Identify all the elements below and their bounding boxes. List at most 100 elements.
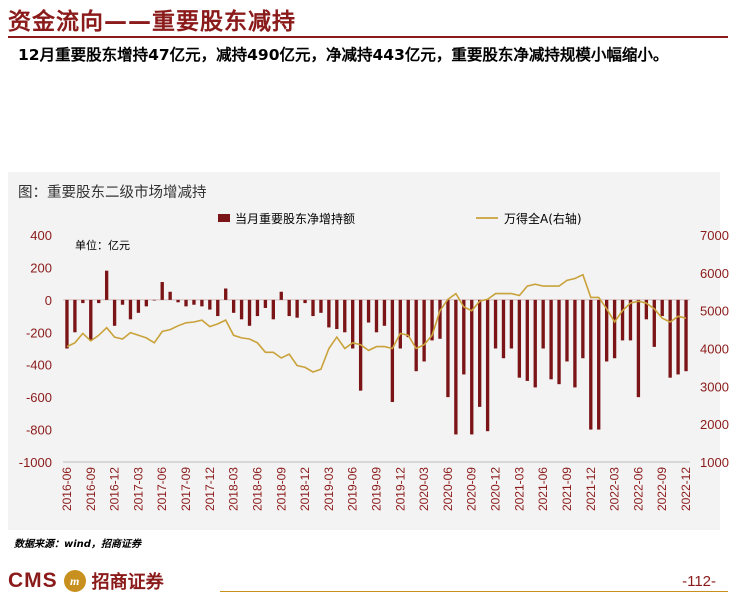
summary-text: 12月重要股东增持47亿元，减持490亿元，净减持443亿元，重要股东净减持规模… [18, 46, 669, 64]
bar [200, 299, 204, 307]
bar [319, 299, 323, 313]
x-axis-tick-label: 2016-12 [108, 467, 122, 511]
cms-logo-text: CMS [8, 569, 58, 592]
bar [184, 299, 188, 307]
bar [390, 299, 395, 403]
bar [160, 282, 164, 300]
bar [335, 299, 339, 330]
bar [65, 299, 69, 349]
bar [422, 299, 426, 362]
page-number: -112- [682, 573, 716, 590]
series-line [66, 273, 687, 373]
right-axis-tick-label: 2000 [700, 417, 729, 432]
x-axis-tick-label: 2022-06 [631, 467, 645, 511]
bar [581, 299, 585, 359]
bar [557, 299, 561, 385]
bar [351, 299, 355, 349]
bar [247, 299, 252, 326]
x-axis-tick-label: 2020-09 [465, 467, 479, 511]
footer-divider [220, 591, 728, 592]
x-axis-tick-label: 2018-12 [298, 467, 312, 511]
left-axis-tick-label: 0 [45, 293, 52, 308]
page-title: 资金流向——重要股东减持 [8, 9, 296, 35]
legend-label: 当月重要股东净增持额 [235, 211, 355, 226]
bar [231, 299, 236, 313]
right-axis-tick-label: 1000 [700, 455, 729, 470]
bar [533, 299, 537, 388]
bar [398, 299, 402, 349]
bar [81, 299, 85, 304]
left-axis-tick-label: -1000 [19, 455, 52, 470]
x-axis-tick-label: 2019-12 [393, 467, 407, 511]
bar [470, 299, 474, 435]
bar [382, 299, 387, 326]
bar [168, 291, 172, 300]
x-axis-tick-label: 2016-09 [84, 467, 98, 511]
bar [438, 299, 442, 339]
bar [279, 291, 283, 300]
bar [152, 299, 156, 301]
bar [303, 299, 307, 304]
bar [684, 299, 688, 372]
bar [263, 299, 268, 308]
bar [120, 299, 125, 305]
bar [501, 299, 506, 359]
left-axis-tick-label: -800 [26, 423, 52, 438]
bar [565, 299, 569, 362]
right-axis-tick-label: 5000 [700, 304, 729, 319]
bar [612, 299, 617, 359]
bar [541, 299, 545, 349]
x-axis-tick-label: 2018-09 [274, 467, 288, 511]
bar [97, 299, 101, 304]
bar [485, 299, 490, 432]
x-axis-tick-label: 2017-06 [155, 467, 169, 511]
bar [493, 299, 498, 349]
bar [73, 299, 77, 333]
bar [660, 299, 664, 317]
x-axis-tick-label: 2020-06 [441, 467, 455, 511]
left-axis-tick-label: 400 [30, 228, 52, 243]
left-axis-tick-label: -400 [26, 358, 52, 373]
bar [446, 299, 450, 398]
bar [216, 299, 220, 317]
x-axis-tick-label: 2021-06 [536, 467, 550, 511]
x-axis-tick-label: 2020-12 [489, 467, 503, 511]
bar [208, 299, 212, 310]
x-axis-tick-label: 2019-03 [322, 467, 336, 511]
bar [676, 299, 680, 375]
bar [414, 299, 418, 372]
x-axis-tick-label: 2022-03 [608, 467, 622, 511]
bar [176, 299, 180, 303]
bar [509, 299, 514, 349]
bar [597, 299, 601, 430]
data-source: 数据来源：wind，招商证券 [14, 539, 141, 550]
x-axis-tick-label: 2021-03 [512, 467, 526, 511]
x-axis-tick-label: 2017-12 [203, 467, 217, 511]
bar [128, 299, 133, 320]
bar [652, 299, 656, 347]
bar [636, 299, 641, 398]
x-axis-tick-label: 2019-09 [370, 467, 384, 511]
bar [255, 299, 260, 317]
x-axis-tick-label: 2020-03 [417, 467, 431, 511]
x-axis-tick-label: 2021-12 [584, 467, 598, 511]
bar [224, 288, 228, 300]
unit-label: 单位：亿元 [75, 238, 130, 252]
bar [406, 299, 410, 338]
right-axis-tick-label: 3000 [700, 379, 729, 394]
bar [295, 299, 299, 318]
bar [517, 299, 522, 378]
left-axis-tick-label: -200 [26, 325, 52, 340]
bar [239, 299, 244, 320]
seal-icon: m [63, 570, 86, 592]
bar [366, 299, 371, 323]
bar [589, 299, 593, 430]
title-divider [8, 36, 728, 38]
bar [604, 299, 609, 362]
x-axis-tick-label: 2021-09 [560, 467, 574, 511]
bar [104, 270, 109, 300]
bar [644, 299, 649, 320]
right-axis-tick-label: 4000 [700, 342, 729, 357]
x-axis-tick-label: 2016-06 [60, 467, 74, 511]
